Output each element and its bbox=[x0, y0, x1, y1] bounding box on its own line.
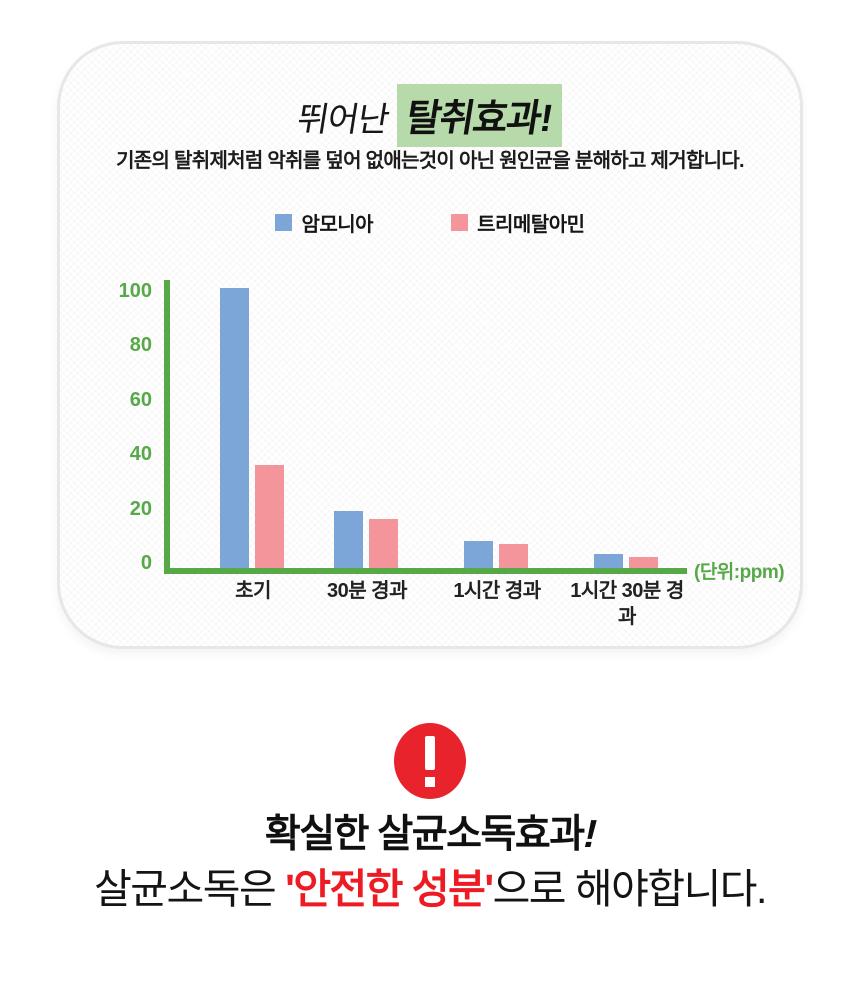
card-title-prefix: 뛰어난 bbox=[294, 101, 392, 139]
footer-line2-prefix: 살균소독은 bbox=[94, 866, 286, 912]
sterilization-footer: 확실한 살균소독효과! 살균소독은 '안전한 성분'으로 해야합니다. bbox=[0, 723, 860, 914]
legend-item-trimethylamine: 트리메탈아민 bbox=[451, 208, 585, 237]
card-title: 뛰어난 탈취효과! bbox=[60, 84, 800, 147]
ammonia-swatch-icon bbox=[275, 214, 293, 231]
y-tick-label-20: 20 bbox=[129, 498, 152, 520]
footer-line2-suffix: 으로 해야합니다. bbox=[492, 866, 768, 912]
bar-trimethylamine-2 bbox=[369, 519, 398, 568]
footer-heading-text: 확실한 살균소독효과 bbox=[264, 813, 585, 856]
unit-label: (단위:ppm) bbox=[694, 562, 785, 583]
y-axis bbox=[164, 280, 170, 574]
footer-line2: 살균소독은 '안전한 성분'으로 해야합니다. bbox=[0, 864, 860, 914]
exclamation-icon bbox=[394, 723, 466, 799]
y-tick-label-100: 100 bbox=[118, 280, 152, 302]
bar-ammonia-4 bbox=[594, 554, 623, 568]
bar-ammonia-1 bbox=[220, 288, 249, 568]
x-category-label-4: 1시간 30분 경과 bbox=[570, 580, 684, 628]
x-category-label-3: 1시간 경과 bbox=[453, 580, 541, 602]
y-tick-label-80: 80 bbox=[129, 334, 152, 356]
exclamation-dot bbox=[425, 777, 435, 787]
exclamation-bar bbox=[425, 736, 435, 770]
y-tick-label-60: 60 bbox=[129, 389, 152, 411]
legend-item-ammonia: 암모니아 bbox=[275, 208, 374, 237]
bar-chart: (단위:ppm) 0 20 40 60 80 100 초기 30분 경과 1시간 경과 1시간 3… bbox=[60, 235, 806, 628]
bar-trimethylamine-4 bbox=[629, 557, 658, 568]
x-axis bbox=[164, 568, 687, 574]
footer-heading: 확실한 살균소독효과! bbox=[0, 811, 860, 859]
bar-ammonia-3 bbox=[464, 541, 493, 568]
legend-label-ammonia: 암모니아 bbox=[301, 214, 374, 236]
bar-trimethylamine-1 bbox=[255, 465, 284, 568]
trimethylamine-swatch-icon bbox=[451, 214, 469, 231]
card-title-highlight-box: 탈취효과! bbox=[396, 84, 562, 147]
card-title-highlight-text: 탈취효과! bbox=[402, 98, 555, 140]
footer-line2-emphasis: '안전한 성분' bbox=[285, 866, 494, 912]
chart-legend: 암모니아 트리메탈아민 bbox=[60, 208, 800, 237]
bar-ammonia-2 bbox=[334, 511, 363, 568]
deodorization-card: 뛰어난 탈취효과! 기존의 탈취제처럼 악취를 덮어 없애는것이 아닌 원인균을 … bbox=[57, 41, 803, 649]
bar-trimethylamine-3 bbox=[499, 544, 528, 568]
x-category-label-2: 30분 경과 bbox=[326, 580, 408, 602]
x-category-label-1: 초기 bbox=[235, 580, 271, 602]
card-subtitle: 기존의 탈취제처럼 악취를 덮어 없애는것이 아닌 원인균을 분해하고 제거합니… bbox=[116, 150, 745, 172]
y-tick-label-0: 0 bbox=[140, 552, 152, 574]
legend-label-trimethylamine: 트리메탈아민 bbox=[477, 214, 585, 236]
y-tick-label-40: 40 bbox=[129, 443, 152, 465]
